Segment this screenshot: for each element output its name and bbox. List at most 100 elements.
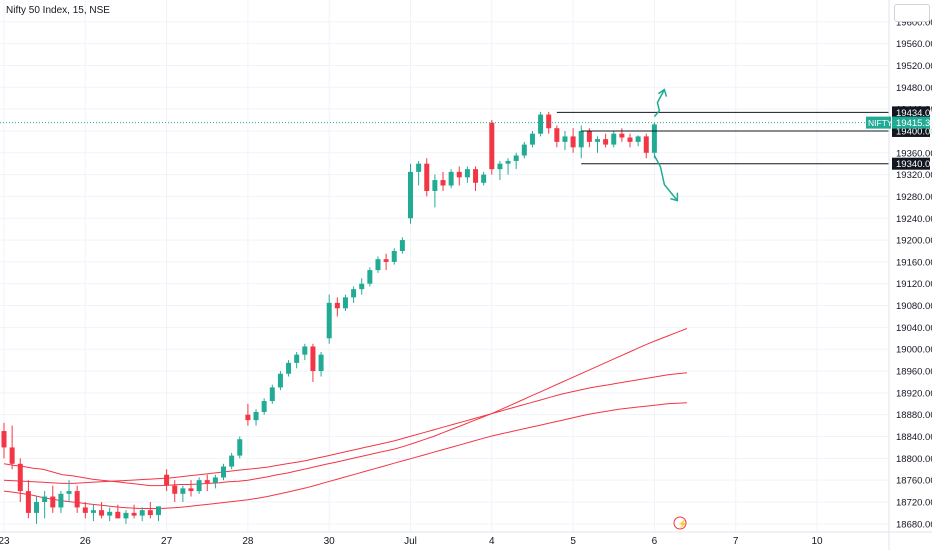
y-tick-label: 18960.00 <box>896 367 932 378</box>
candle-body <box>229 455 235 467</box>
y-tick-label: 19000.00 <box>896 345 932 356</box>
candle-body <box>42 496 48 502</box>
candle-body <box>473 169 479 183</box>
candle-body <box>334 302 340 309</box>
candle-body <box>139 510 145 516</box>
y-tick-label: 18680.00 <box>896 519 932 530</box>
y-tick-label: 19320.00 <box>896 170 932 181</box>
candle-body <box>440 180 446 186</box>
candle-body <box>196 480 202 492</box>
x-tick-label: 23 <box>0 536 10 547</box>
candle-body <box>188 488 194 492</box>
y-tick-label: 19600.00 <box>896 17 932 28</box>
candle-body <box>34 501 40 513</box>
x-tick-label: 6 <box>652 536 658 547</box>
candle-body <box>269 387 275 402</box>
candle-body <box>66 491 72 494</box>
moving-average-line <box>3 328 688 487</box>
candle-body <box>538 114 544 134</box>
candle-body <box>261 401 267 412</box>
candle-body <box>294 354 300 363</box>
candle-body <box>74 491 80 508</box>
candle-body <box>342 297 348 309</box>
candle-body <box>408 171 413 219</box>
symbol-badge <box>866 116 891 129</box>
candle-body <box>383 259 389 262</box>
x-tick-label: 4 <box>489 536 495 547</box>
y-tick-label: 19200.00 <box>896 236 932 247</box>
arrow-up <box>653 89 666 118</box>
moving-average-lines <box>3 328 688 509</box>
candle-body <box>513 155 519 161</box>
x-tick-label: 5 <box>570 536 576 547</box>
candle-body <box>90 510 96 513</box>
candle-body <box>456 171 462 178</box>
x-tick-label: 30 <box>324 536 336 547</box>
candle-body <box>245 414 251 421</box>
y-tick-label: 18800.00 <box>896 454 932 465</box>
candle-body <box>25 491 31 513</box>
candle-body <box>497 163 503 170</box>
price-level-badge-label: 19340.00 <box>896 159 932 170</box>
candle-body <box>635 136 641 142</box>
last-price-badge-label: 19415.30 <box>896 118 932 129</box>
candle-body <box>326 302 332 339</box>
y-tick-label: 19560.00 <box>896 39 932 50</box>
candle-body <box>58 493 64 508</box>
candle-body <box>310 346 316 372</box>
candle-body <box>147 510 153 516</box>
candle-body <box>277 373 283 388</box>
y-tick-label: 19160.00 <box>896 257 932 268</box>
symbol-badge-label: NIFTY <box>868 118 893 128</box>
last-price-badge <box>892 116 930 129</box>
candle-body <box>399 240 405 251</box>
candle-body <box>546 114 552 129</box>
x-tick-label: 26 <box>80 536 92 547</box>
candle-body <box>554 128 560 142</box>
moving-average-line <box>3 372 687 484</box>
price-level-badge-label: 19400.00 <box>896 126 932 137</box>
scale-settings-button[interactable] <box>894 4 930 22</box>
candle-body <box>82 507 88 513</box>
candle-body <box>123 512 129 519</box>
candle-body <box>570 136 576 148</box>
x-tick-label: 10 <box>811 536 823 547</box>
price-levels <box>0 111 889 165</box>
candle-body <box>489 122 495 170</box>
candle-body <box>464 169 470 178</box>
candle-body <box>391 250 397 262</box>
candle-body <box>204 480 210 483</box>
chart-title: Nifty 50 Index, 15, NSE <box>6 5 110 16</box>
candle-body <box>562 136 568 142</box>
x-tick-label: Jul <box>404 536 417 547</box>
candle-body <box>375 259 381 271</box>
arrow-up-head <box>657 88 668 97</box>
event-icon <box>673 516 687 530</box>
candle-body <box>17 463 23 492</box>
candle-body <box>115 511 121 519</box>
candle-body <box>351 289 357 298</box>
candle-body <box>1 431 7 448</box>
candle-body <box>286 362 292 374</box>
candle-body <box>586 130 592 142</box>
price-level-badge <box>892 157 930 170</box>
arrow-down-head <box>670 192 679 202</box>
y-tick-label: 18920.00 <box>896 388 932 399</box>
candle-body <box>9 447 15 464</box>
candle-body <box>107 511 113 516</box>
candle-body <box>603 139 609 145</box>
y-tick-label: 19520.00 <box>896 61 932 72</box>
candle-body <box>481 174 487 183</box>
y-tick-label: 18880.00 <box>896 410 932 421</box>
candle-body <box>172 485 178 494</box>
candle-body <box>99 510 105 516</box>
moving-average-line <box>3 402 687 509</box>
candle-body <box>651 124 657 153</box>
candle-body <box>424 163 430 191</box>
candle-body <box>448 171 454 186</box>
arrow-down <box>653 155 678 202</box>
y-tick-label: 19080.00 <box>896 301 932 312</box>
y-tick-label: 19480.00 <box>896 83 932 94</box>
